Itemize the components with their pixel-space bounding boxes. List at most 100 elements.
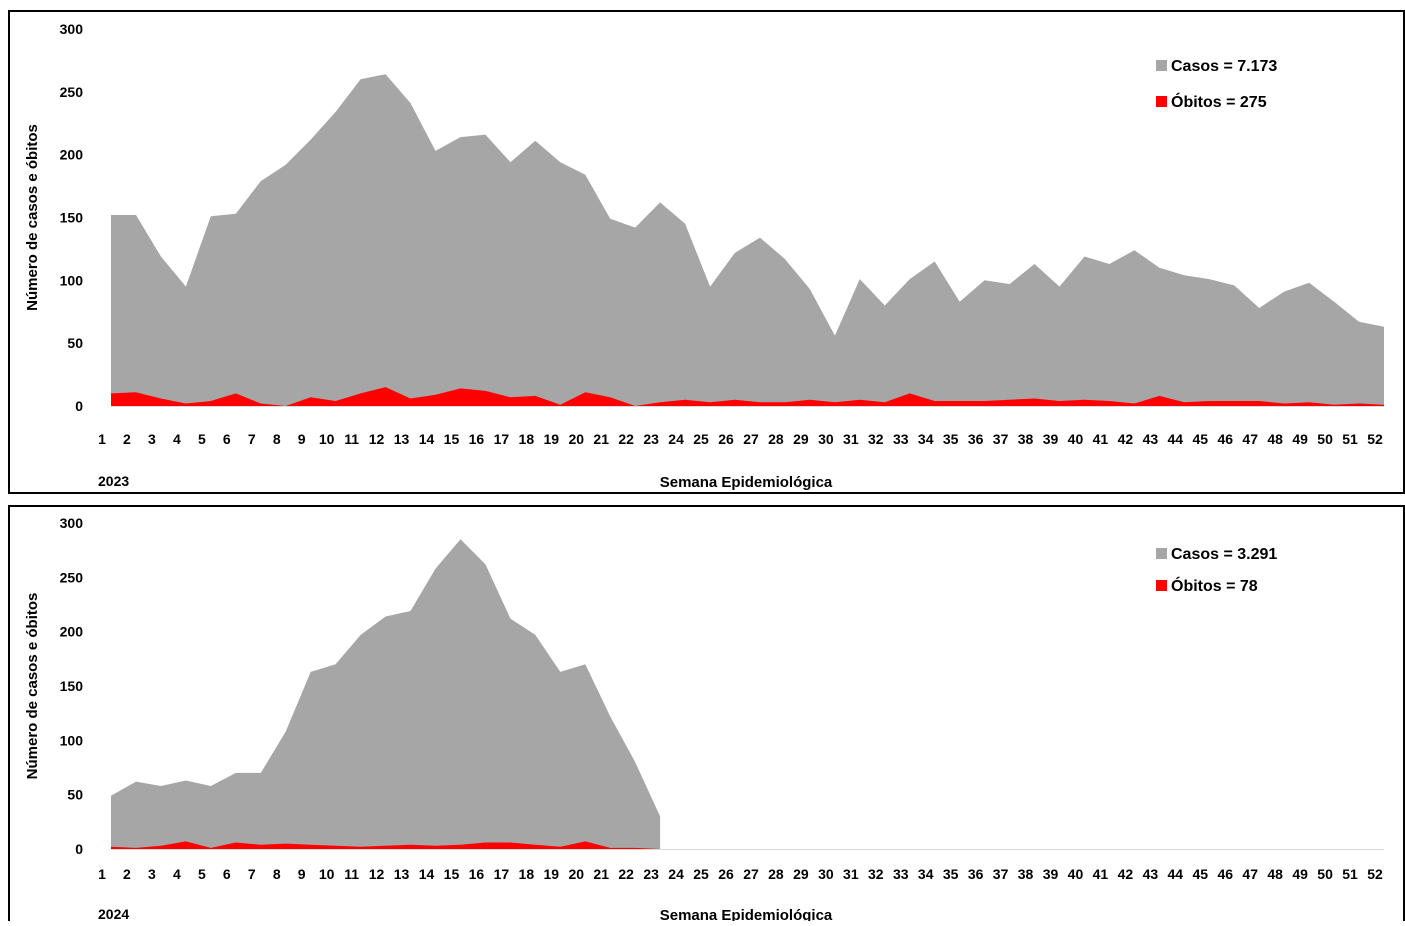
y-tick-label: 150 [60, 210, 84, 226]
year-label: 2024 [98, 906, 129, 921]
x-tick-label: 47 [1242, 431, 1258, 447]
x-tick-label: 16 [469, 866, 485, 882]
area-series-casos [111, 74, 1384, 406]
x-tick-label: 25 [693, 431, 709, 447]
x-tick-label: 7 [248, 431, 256, 447]
legend-swatch-casos [1156, 60, 1167, 71]
x-tick-label: 8 [273, 866, 281, 882]
x-tick-label: 18 [519, 431, 535, 447]
y-tick-label: 200 [60, 624, 84, 640]
x-tick-label: 5 [198, 431, 206, 447]
x-tick-label: 47 [1242, 866, 1258, 882]
x-tick-label: 8 [273, 431, 281, 447]
y-tick-label: 300 [60, 21, 84, 37]
x-tick-label: 44 [1168, 431, 1184, 447]
x-tick-label: 34 [918, 431, 934, 447]
x-tick-label: 17 [494, 866, 510, 882]
x-tick-label: 52 [1367, 866, 1383, 882]
x-tick-label: 38 [1018, 431, 1034, 447]
x-tick-label: 19 [544, 866, 560, 882]
x-tick-label: 26 [718, 866, 734, 882]
x-tick-label: 13 [394, 866, 410, 882]
x-tick-label: 22 [618, 866, 634, 882]
x-tick-label: 33 [893, 866, 909, 882]
x-tick-label: 20 [568, 866, 584, 882]
y-tick-label: 0 [75, 841, 83, 857]
x-tick-label: 3 [148, 431, 156, 447]
legend-label-casos: Casos = 3.291 [1171, 546, 1277, 563]
x-tick-label: 27 [743, 431, 759, 447]
x-tick-label: 42 [1118, 431, 1134, 447]
x-tick-label: 7 [248, 866, 256, 882]
y-tick-label: 150 [60, 678, 84, 694]
chart-panel-2024: 0 50 100 150 200 250 300 1 2 3 4 5 6 7 8 9 10 11 12 13 14 15 1… [8, 505, 1405, 924]
x-tick-label: 2 [123, 866, 131, 882]
x-tick-label: 41 [1093, 866, 1109, 882]
x-tick-label: 35 [943, 431, 959, 447]
x-tick-label: 21 [593, 866, 609, 882]
x-tick-label: 21 [593, 431, 609, 447]
x-tick-label: 52 [1367, 431, 1383, 447]
x-tick-label: 20 [568, 431, 584, 447]
x-tick-label: 25 [693, 866, 709, 882]
x-tick-label: 24 [668, 866, 684, 882]
x-tick-label: 22 [618, 431, 634, 447]
x-tick-label: 11 [344, 866, 359, 882]
x-tick-label: 36 [968, 866, 984, 882]
y-tick-label: 0 [75, 398, 83, 414]
x-tick-label: 39 [1043, 431, 1059, 447]
x-tick-label: 14 [419, 866, 435, 882]
year-label: 2023 [98, 473, 129, 489]
x-tick-label: 29 [793, 866, 809, 882]
x-tick-label: 26 [718, 431, 734, 447]
legend-swatch-obitos [1156, 96, 1167, 107]
x-tick-label: 41 [1093, 431, 1109, 447]
x-tick-label: 30 [818, 431, 834, 447]
area-series-obitos [111, 841, 661, 849]
legend-label-obitos: Óbitos = 275 [1171, 92, 1267, 111]
x-tick-label: 27 [743, 866, 759, 882]
x-tick-label: 32 [868, 866, 884, 882]
y-tick-label: 100 [60, 732, 84, 748]
x-tick-label: 45 [1192, 866, 1208, 882]
y-axis-label: Número de casos e óbitos [24, 593, 41, 780]
legend-label-casos: Casos = 7.173 [1171, 58, 1277, 75]
x-tick-label: 40 [1068, 431, 1084, 447]
x-tick-label: 50 [1317, 866, 1333, 882]
x-tick-label: 43 [1143, 866, 1159, 882]
x-tick-label: 4 [173, 866, 181, 882]
x-tick-label: 37 [993, 866, 1009, 882]
x-tick-label: 3 [148, 866, 156, 882]
x-tick-label: 10 [319, 866, 335, 882]
x-tick-label: 16 [469, 431, 485, 447]
x-tick-label: 37 [993, 431, 1009, 447]
legend-swatch-obitos [1156, 580, 1167, 591]
x-tick-label: 46 [1217, 431, 1233, 447]
x-tick-label: 5 [198, 866, 206, 882]
x-tick-label: 43 [1143, 431, 1159, 447]
x-tick-label: 15 [444, 866, 460, 882]
x-tick-label: 45 [1192, 431, 1208, 447]
x-tick-label: 33 [893, 431, 909, 447]
x-tick-label: 35 [943, 866, 959, 882]
x-tick-label: 4 [173, 431, 181, 447]
y-axis-label: Número de casos e óbitos [24, 124, 41, 311]
y-tick-label: 100 [60, 272, 84, 288]
x-tick-label: 40 [1068, 866, 1084, 882]
x-tick-label: 19 [544, 431, 560, 447]
area-series-casos [111, 539, 661, 849]
legend-label-obitos: Óbitos = 78 [1171, 576, 1258, 595]
x-tick-label: 10 [319, 431, 335, 447]
y-tick-label: 300 [60, 515, 84, 531]
x-tick-label: 23 [643, 866, 659, 882]
y-tick-label: 50 [67, 787, 83, 803]
x-tick-label: 12 [369, 866, 385, 882]
x-tick-label: 28 [768, 866, 784, 882]
x-tick-label: 17 [494, 431, 510, 447]
x-tick-label: 1 [98, 866, 106, 882]
y-tick-label: 50 [67, 335, 83, 351]
x-tick-label: 49 [1292, 866, 1308, 882]
x-axis-label: Semana Epidemiológica [660, 474, 833, 491]
x-tick-label: 29 [793, 431, 809, 447]
